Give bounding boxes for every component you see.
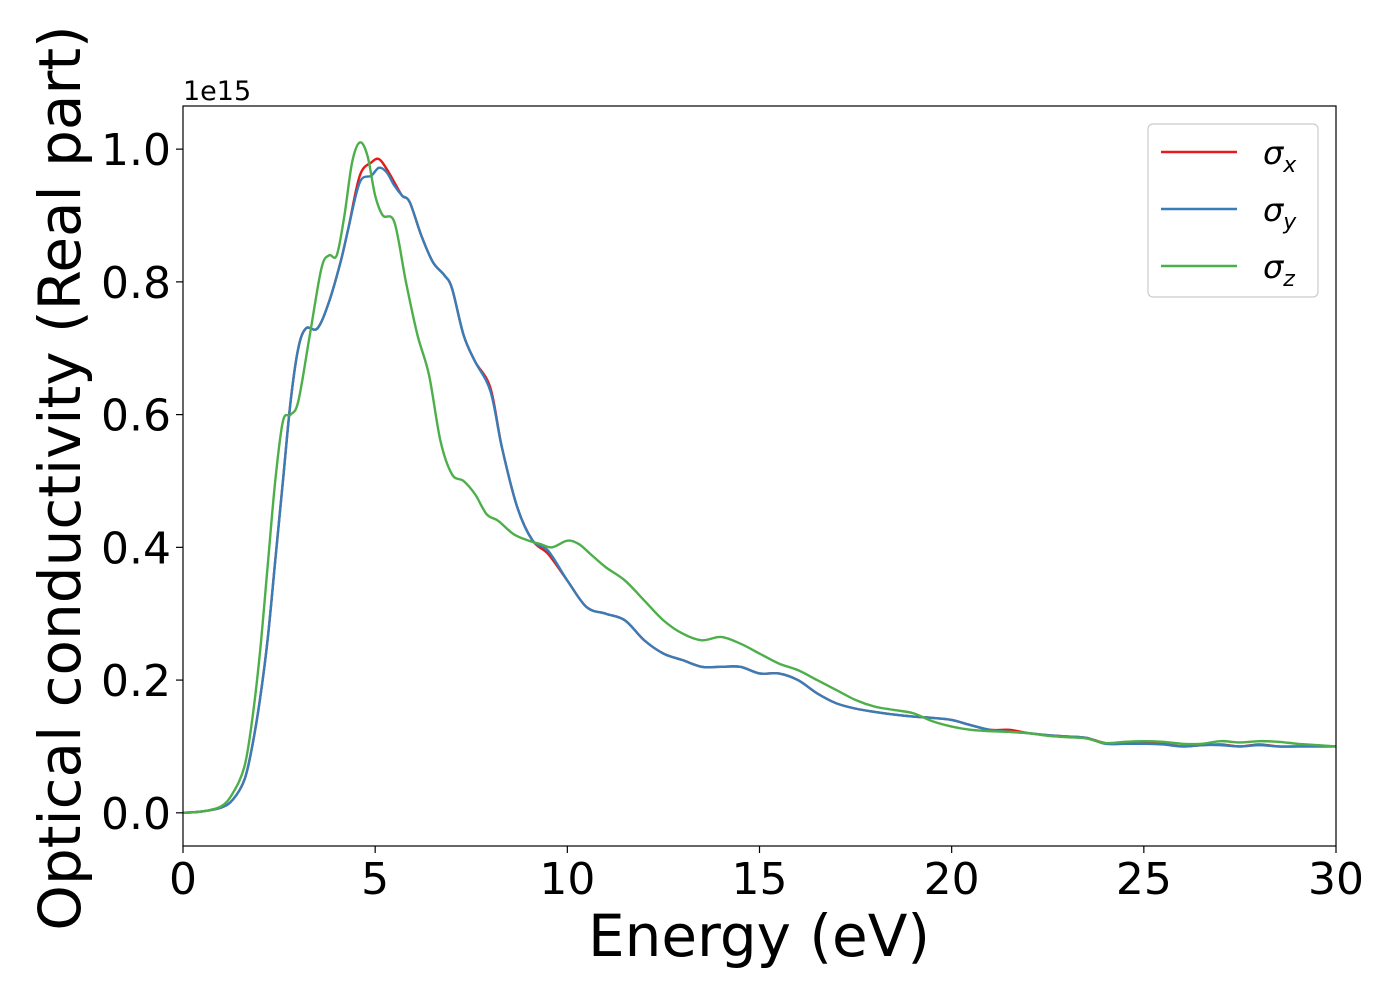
y-axis: 0.0 0.2 0.4 0.6 0.8 1.0 [101,125,183,840]
y-tick-label: 0.0 [101,789,171,840]
y-tick-label: 1.0 [101,125,171,176]
x-tick-label: 10 [539,854,595,905]
series-layer [183,141,1336,815]
series-line-sigma-z [183,141,1336,815]
legend: σx σy σz [1147,123,1319,298]
y-tick-label: 0.4 [101,523,171,574]
x-tick-label: 15 [732,854,788,905]
y-tick-label: 0.2 [101,656,171,707]
x-tick-label: 25 [1116,854,1172,905]
legend-box [1147,123,1319,298]
y-axis-label: Optical conductivity (Real part) [26,25,94,930]
y-tick-label: 0.8 [101,258,171,309]
x-tick-label: 5 [361,854,389,905]
x-axis-label: Energy (eV) [588,902,930,970]
x-tick-label: 20 [924,854,980,905]
x-axis: 0 5 10 15 20 25 30 [169,846,1364,905]
legend-label-sigma-y: σy [1263,191,1297,235]
legend-label-sigma-z: σz [1263,248,1295,292]
x-tick-label: 30 [1308,854,1364,905]
x-tick-label: 0 [169,854,197,905]
legend-label-sigma-x: σx [1263,134,1297,178]
y-axis-offset-label: 1e15 [183,76,251,107]
y-tick-label: 0.6 [101,391,171,442]
